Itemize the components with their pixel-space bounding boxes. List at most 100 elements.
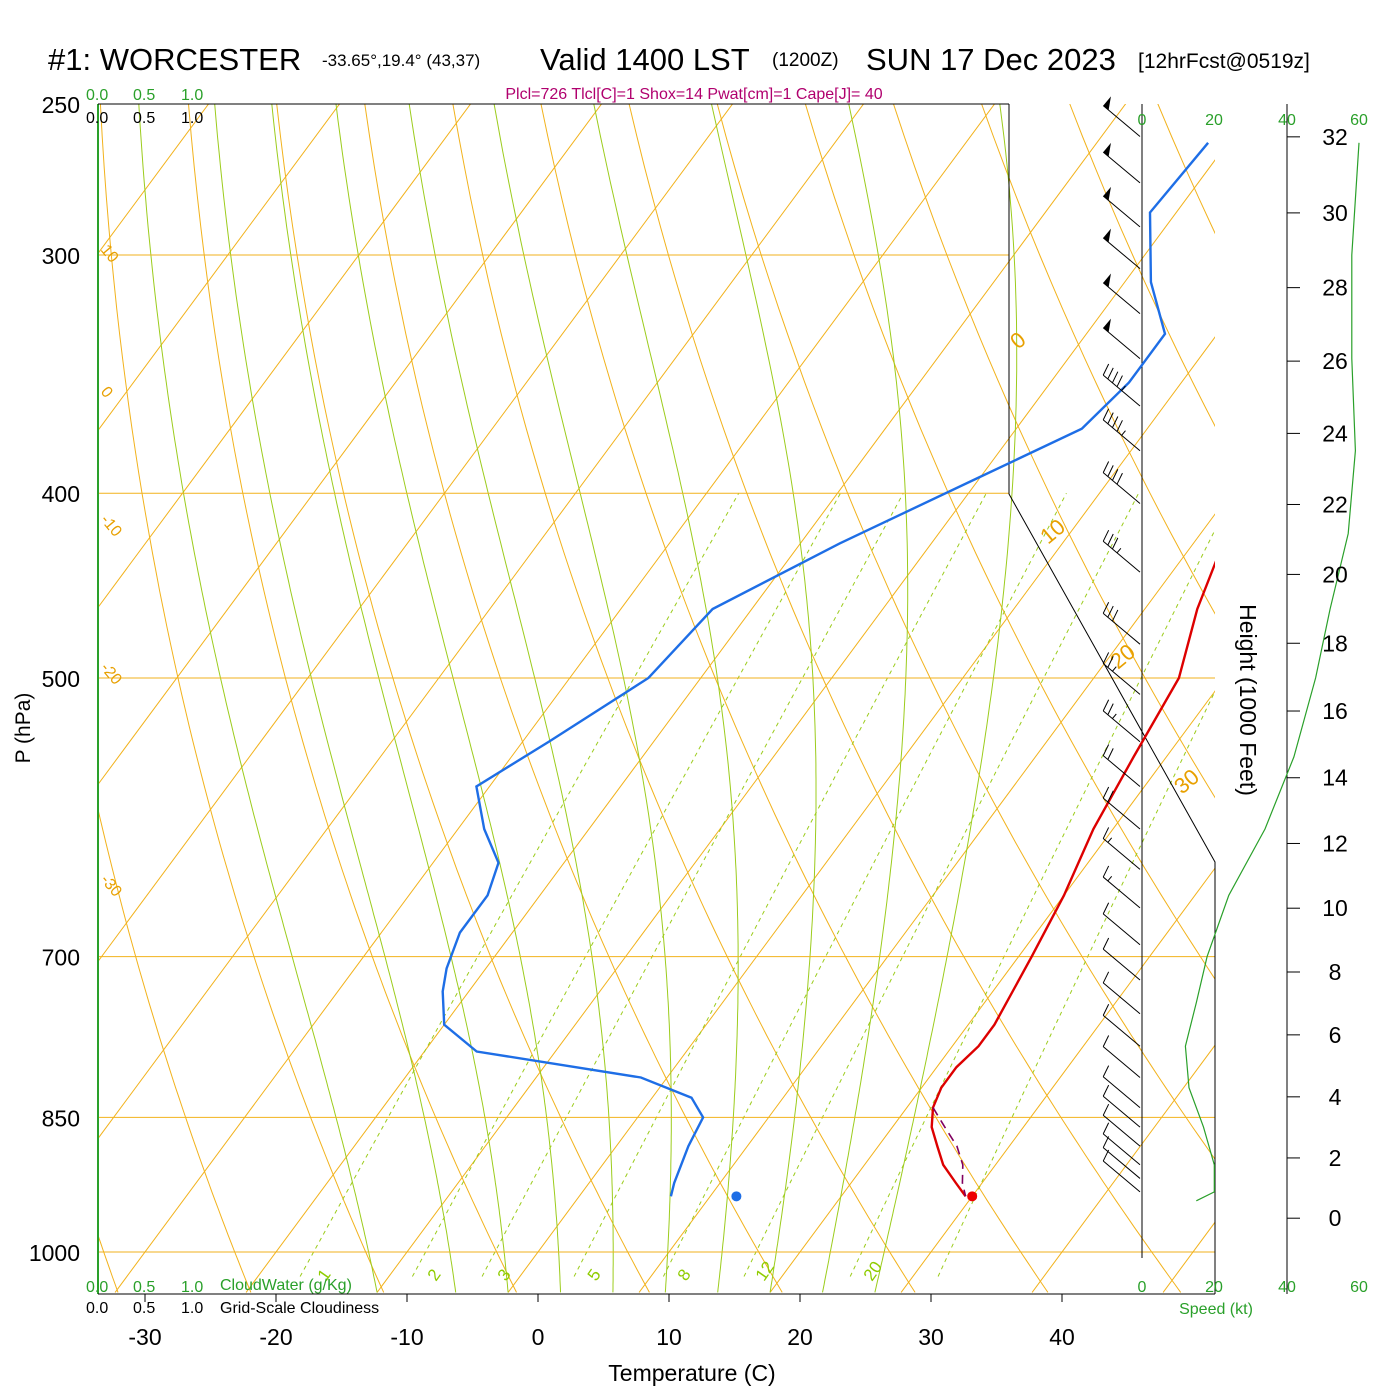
wind-barb (1102, 786, 1141, 830)
wind-barb-staff (1102, 838, 1141, 870)
wind-barb-full (1102, 786, 1110, 799)
station-coords: -33.65°,19.4° (43,37) (322, 51, 480, 70)
height-tick-label: 14 (1322, 765, 1348, 791)
mixing-ratio-line (743, 492, 1140, 1277)
wind-barb-full (1107, 367, 1114, 380)
wind-barb-full (1102, 529, 1110, 542)
isotherm-line (1294, 70, 1400, 1292)
speed-tick: 40 (1278, 1279, 1296, 1296)
cloudiness-tick: 0.0 (86, 110, 108, 127)
wind-barb-staff (1102, 797, 1141, 830)
x-axis-title: Temperature (C) (608, 1360, 775, 1386)
moist-adiabat-line (214, 104, 457, 1293)
dry-adiabat-line (276, 104, 650, 1293)
wind-barb (1102, 1065, 1141, 1108)
wind-barb (1102, 1149, 1141, 1193)
cloudwater-title: CloudWater (g/Kg) (220, 1277, 352, 1294)
dry-adiabat-line (452, 104, 916, 1293)
dry-adiabat-line (1069, 104, 1215, 428)
dry-adiabat-line (981, 104, 1215, 615)
wind-barb (1102, 1103, 1141, 1147)
wind-barb-staff (1102, 1095, 1141, 1128)
wind-barb-full (1102, 971, 1110, 984)
wind-barb (1102, 96, 1141, 137)
y-axis-title: P (hPa) (12, 693, 35, 764)
wind-barb-full (1107, 412, 1114, 424)
isotherm-line (114, 104, 996, 1293)
dry-adiabat-line (628, 104, 1182, 1293)
wind-barb (1102, 602, 1141, 645)
wind-barb-staff (1102, 1133, 1141, 1166)
wind-barb-staff (1102, 1114, 1141, 1147)
speed-tick: 40 (1278, 112, 1296, 129)
speed-title: Speed (kt) (1179, 1301, 1253, 1318)
wind-barb (1102, 1122, 1141, 1166)
wind-barb-full (1102, 1035, 1110, 1047)
cloudwater-tick: 0.5 (133, 87, 155, 104)
wind-barb-staff (1102, 540, 1141, 573)
wind-barb-full (1102, 1004, 1110, 1016)
wind-barb-full (1102, 699, 1110, 712)
wind-barb-full (1107, 703, 1114, 715)
mixing-ratio-line (299, 492, 740, 1277)
wind-barb-half (1121, 430, 1126, 436)
wind-barb (1102, 273, 1141, 314)
moist-adiabat-line (493, 104, 672, 1293)
dry-adiabat-line (804, 104, 1215, 980)
temperature-tick-label: 20 (787, 1324, 813, 1350)
speed-tick: 60 (1350, 1279, 1368, 1296)
wind-barb-staff (1102, 1015, 1141, 1047)
cloudwater-scale-bottom: 0.0 0.5 1.0 CloudWater (g/Kg) (86, 1277, 352, 1296)
wind-barb-half (1121, 385, 1126, 391)
wind-barb-half (1112, 713, 1117, 719)
height-tick-label: 30 (1322, 200, 1348, 226)
cloudiness-tick: 0.5 (133, 1300, 155, 1317)
wind-barb-full (1102, 902, 1110, 915)
plot-frame (97, 103, 1288, 1295)
isotherm-line (1162, 1221, 1215, 1293)
wind-barb-staff (1102, 755, 1141, 787)
cloudwater-tick: 1.0 (181, 1279, 203, 1296)
wind-barb-flag (1103, 142, 1111, 157)
wind-barb-staff (1102, 327, 1141, 360)
wind-barb-staff (1102, 948, 1141, 981)
wind-barb (1102, 652, 1141, 695)
wind-barb-full (1107, 656, 1114, 668)
wind-barb-full (1102, 827, 1110, 839)
temperature-tick-label: -20 (259, 1324, 292, 1350)
wind-barb (1102, 971, 1141, 1015)
speed-scale-top: 0 20 40 60 (1138, 112, 1368, 129)
wind-barb-full (1111, 416, 1119, 428)
wind-barb (1102, 529, 1141, 573)
wind-barb-full (1102, 1122, 1110, 1135)
height-tick-label: 28 (1322, 275, 1348, 301)
height-tick-label: 0 (1329, 1205, 1342, 1231)
wind-barb-half (1107, 875, 1113, 882)
surface-dewpoint-marker (731, 1191, 742, 1202)
temperature-tick-label: 10 (656, 1324, 682, 1350)
wind-speed-profile (1184, 142, 1360, 1202)
wind-barb-full (1102, 363, 1110, 376)
wind-barb-staff (1102, 612, 1141, 645)
sounding-parameters: Plcl=726 Tlcl[C]=1 Shox=14 Pwat[cm]=1 Ca… (505, 86, 882, 103)
mixing-ratio-line (662, 492, 1067, 1277)
wind-barb-full (1102, 461, 1110, 473)
wind-barb-half (1116, 547, 1122, 554)
isotherm-label: -10 (97, 512, 125, 541)
speed-tick: 0 (1138, 1279, 1147, 1296)
wind-barb (1102, 1136, 1141, 1179)
height-tick-label: 22 (1322, 491, 1348, 517)
cloudiness-tick: 1.0 (181, 1300, 203, 1317)
wind-barb-full (1107, 465, 1114, 477)
pressure-tick-label: 500 (42, 666, 80, 692)
moist-adiabat-line (874, 104, 1018, 1293)
pressure-tick-label: 1000 (29, 1240, 80, 1266)
wind-barb-full (1111, 469, 1119, 481)
temperature-tick-label: -30 (128, 1324, 161, 1350)
wind-barb-full (1111, 371, 1119, 384)
wind-barb-full (1116, 472, 1123, 485)
mixing-ratio-line (411, 492, 841, 1277)
wind-barb-full (1102, 1136, 1110, 1148)
wind-barb-staff (1102, 195, 1141, 228)
